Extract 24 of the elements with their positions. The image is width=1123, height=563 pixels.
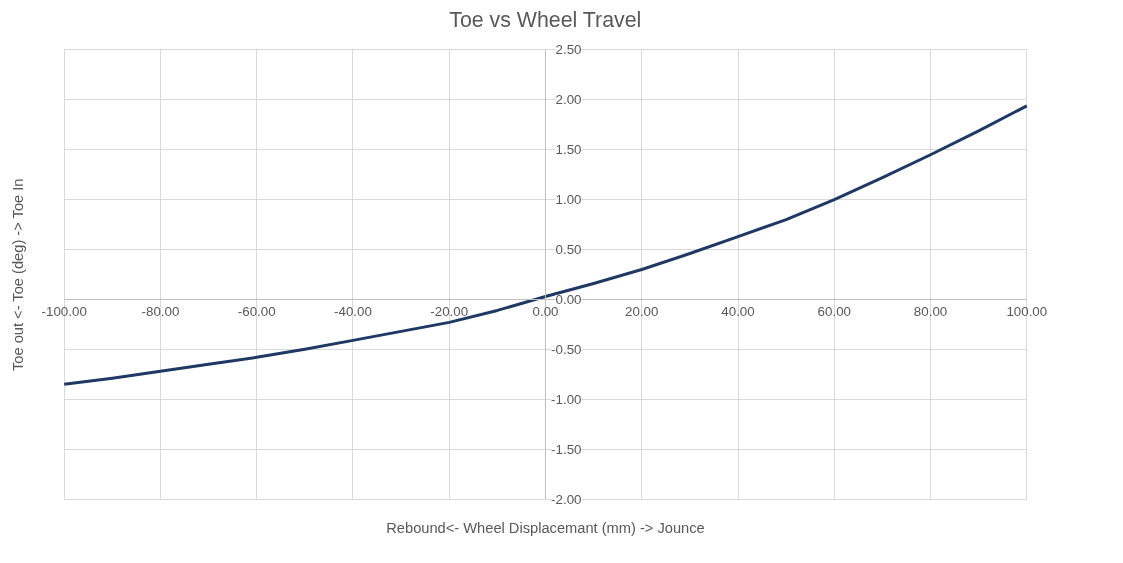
- x-tick-label: 20.00: [625, 304, 659, 320]
- x-tick-label: -80.00: [141, 304, 180, 320]
- x-tick-label: 100.00: [1006, 304, 1048, 320]
- x-tick-label: -40.00: [334, 304, 372, 320]
- y-tick-label: 1.50: [555, 142, 582, 158]
- y-tick-label: 0.00: [555, 291, 582, 307]
- x-tick-label: 0.00: [532, 304, 559, 320]
- y-tick-label: 1.00: [555, 192, 582, 208]
- y-tick-label: -0.50: [551, 341, 582, 357]
- y-tick-label: 2.50: [555, 42, 582, 58]
- chart-title: Toe vs Wheel Travel: [449, 7, 642, 32]
- y-tick-label: 2.00: [555, 92, 582, 108]
- y-tick-label: -1.00: [551, 391, 582, 407]
- x-tick-label: 80.00: [913, 304, 948, 320]
- y-axis-title: Toe out <- Toe (deg) -> Toe In: [9, 178, 26, 372]
- y-tick-label: 0.50: [555, 242, 582, 258]
- x-tick-label: -20.00: [430, 304, 469, 320]
- x-tick-label: -60.00: [237, 304, 276, 320]
- x-tick-label: -100.00: [41, 304, 87, 320]
- y-tick-label: -2.00: [551, 491, 582, 507]
- x-tick-label: 40.00: [721, 304, 755, 320]
- x-axis-title: Rebound<- Wheel Displacemant (mm) -> Jounce: [386, 519, 705, 536]
- y-tick-label: -1.50: [551, 441, 582, 457]
- x-tick-label: 60.00: [817, 304, 851, 320]
